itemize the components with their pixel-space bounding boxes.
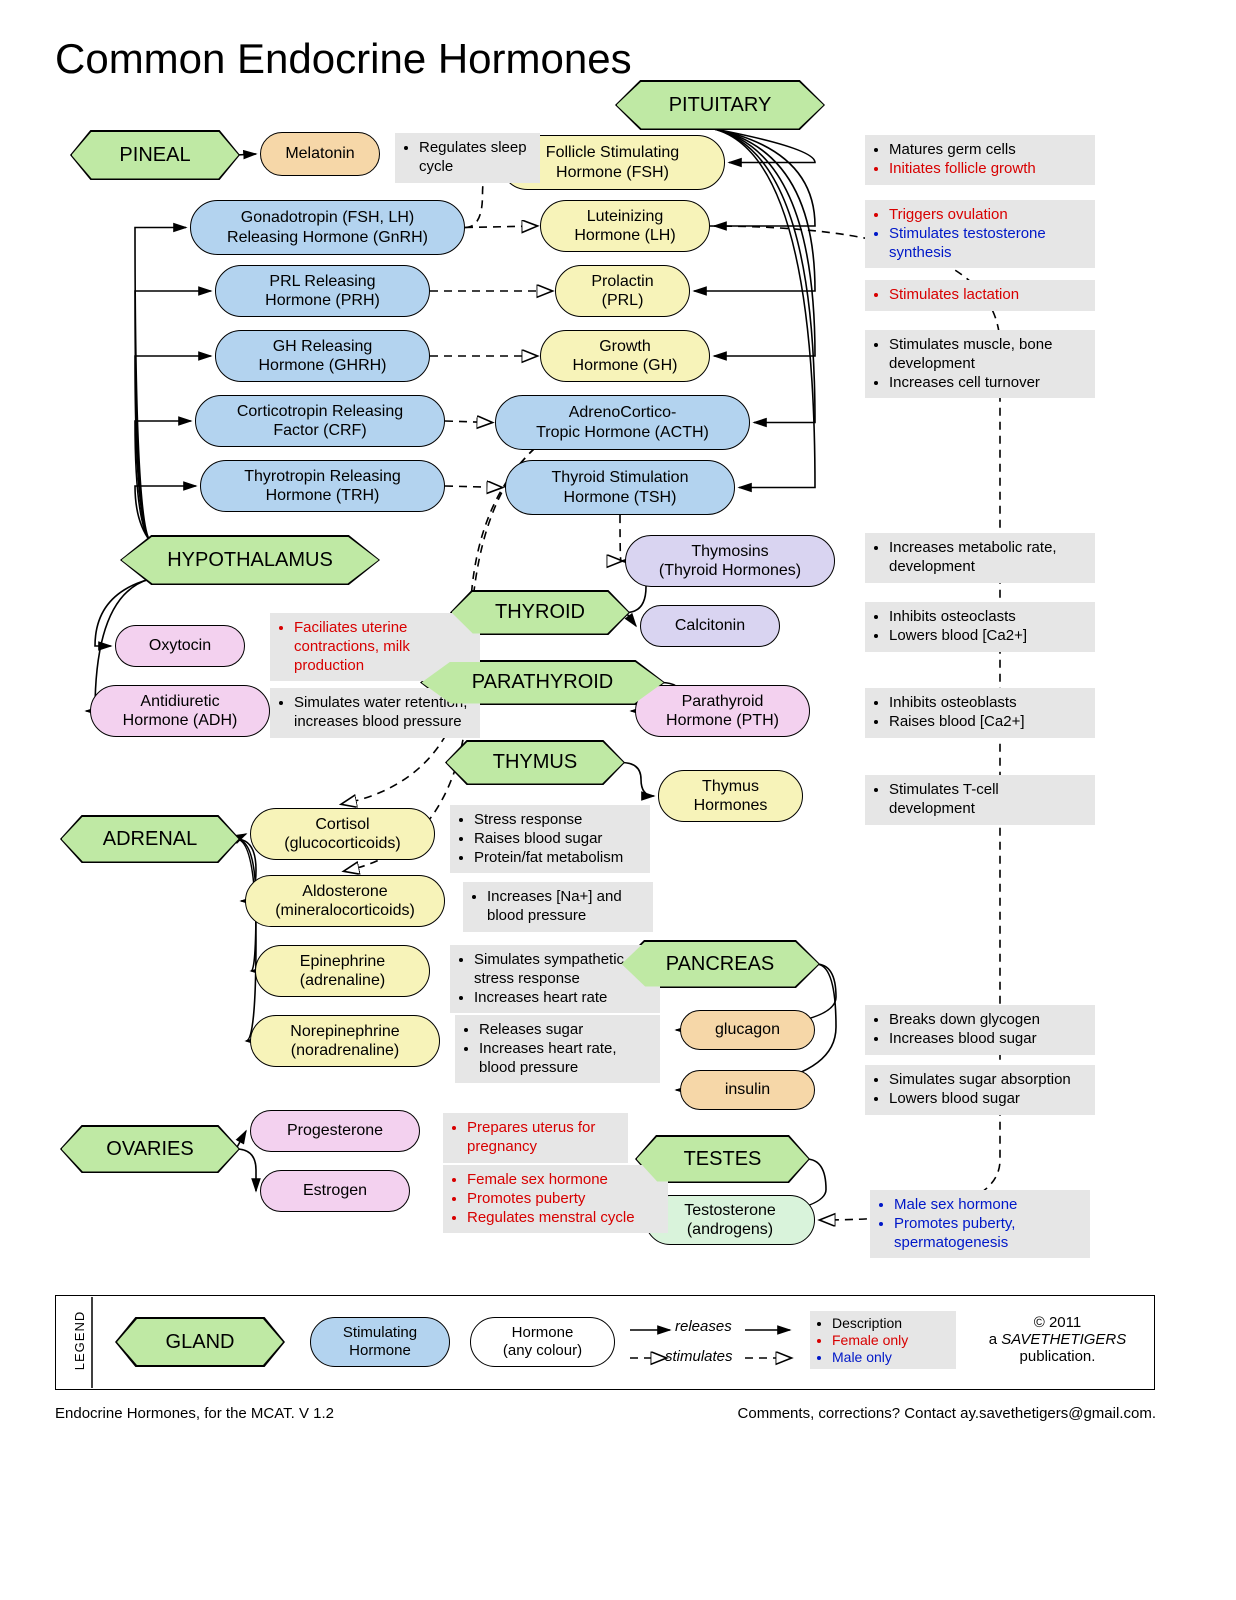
- hormone-thymush: ThymusHormones: [658, 770, 803, 822]
- note-12: Increases [Na+] and blood pressure: [463, 882, 653, 932]
- note-0: Regulates sleep cycle: [395, 133, 540, 183]
- gland-testes: TESTES: [637, 1137, 809, 1182]
- note-16: Simulates sugar absorptionLowers blood s…: [865, 1065, 1095, 1115]
- hormone-trh: Thyrotropin ReleasingHormone (TRH): [200, 460, 445, 512]
- legend-releases-text: releases: [675, 1318, 732, 1335]
- gland-hypothalamus: HYPOTHALAMUS: [122, 537, 379, 584]
- gland-pancreas: PANCREAS: [622, 942, 819, 987]
- footer-left: Endocrine Hormones, for the MCAT. V 1.2: [55, 1405, 334, 1422]
- legend-credit-2: a SAVETHETIGERS: [975, 1331, 1140, 1348]
- hormone-testosterone: Testosterone(androgens): [645, 1195, 815, 1245]
- legend-stim-label: StimulatingHormone: [343, 1324, 417, 1360]
- note-14: Releases sugarIncreases heart rate, bloo…: [455, 1015, 660, 1083]
- note-3: Stimulates lactation: [865, 280, 1095, 311]
- gland-thyroid: THYROID: [452, 592, 629, 634]
- note-19: Male sex hormonePromotes puberty, sperma…: [870, 1190, 1090, 1258]
- gland-adrenal: ADRENAL: [62, 817, 239, 862]
- hormone-ghrh: GH ReleasingHormone (GHRH): [215, 330, 430, 382]
- hormone-pth: ParathyroidHormone (PTH): [635, 685, 810, 737]
- footer-right: Comments, corrections? Contact ay.saveth…: [738, 1405, 1156, 1422]
- hormone-progesterone: Progesterone: [250, 1110, 420, 1152]
- note-2: Triggers ovulationStimulates testosteron…: [865, 200, 1095, 268]
- hormone-thymosins: Thymosins(Thyroid Hormones): [625, 535, 835, 587]
- legend-gland-sample: GLAND: [117, 1319, 283, 1365]
- note-1: Matures germ cellsInitiates follicle gro…: [865, 135, 1095, 185]
- note-7: Inhibits osteoblastsRaises blood [Ca2+]: [865, 688, 1095, 738]
- hormone-epinephrine: Epinephrine(adrenaline): [255, 945, 430, 997]
- note-8: Stimulates T-cell development: [865, 775, 1095, 825]
- hormone-insulin: insulin: [680, 1070, 815, 1110]
- hormone-norepi: Norepinephrine(noradrenaline): [250, 1015, 440, 1067]
- note-17: Prepares uterus for pregnancy: [443, 1113, 628, 1163]
- gland-ovaries: OVARIES: [62, 1127, 239, 1172]
- legend-desc-box: DescriptionFemale onlyMale only: [810, 1311, 956, 1369]
- note-4: Stimulates muscle, bone developmentIncre…: [865, 330, 1095, 398]
- note-18: Female sex hormonePromotes pubertyRegula…: [443, 1165, 668, 1233]
- hormone-calcitonin: Calcitonin: [640, 605, 780, 647]
- note-5: Increases metabolic rate, development: [865, 533, 1095, 583]
- hormone-oxytocin: Oxytocin: [115, 625, 245, 667]
- gland-thymus: THYMUS: [447, 742, 624, 784]
- note-11: Stress responseRaises blood sugarProtein…: [450, 805, 650, 873]
- hormone-gnrh: Gonadotropin (FSH, LH)Releasing Hormone …: [190, 200, 465, 255]
- legend-stim-sample: StimulatingHormone: [310, 1317, 450, 1367]
- gland-parathyroid: PARATHYROID: [422, 662, 664, 704]
- gland-pituitary: PITUITARY: [617, 82, 824, 129]
- hormone-gh: GrowthHormone (GH): [540, 330, 710, 382]
- hormone-tsh: Thyroid StimulationHormone (TSH): [505, 460, 735, 515]
- hormone-prl: Prolactin(PRL): [555, 265, 690, 317]
- legend-label: LEGEND: [72, 1311, 87, 1370]
- legend-hormone-sample: Hormone(any colour): [470, 1317, 615, 1367]
- note-13: Simulates sympathetic stress responseInc…: [450, 945, 660, 1013]
- hormone-crf: Corticotropin ReleasingFactor (CRF): [195, 395, 445, 447]
- hormone-lh: LuteinizingHormone (LH): [540, 200, 710, 252]
- hormone-melatonin: Melatonin: [260, 132, 380, 176]
- hormone-estrogen: Estrogen: [260, 1170, 410, 1212]
- legend-credit: © 2011 a SAVETHETIGERS publication.: [975, 1314, 1140, 1365]
- note-15: Breaks down glycogenIncreases blood suga…: [865, 1005, 1095, 1055]
- legend-hormone-label: Hormone(any colour): [503, 1324, 582, 1360]
- page-title: Common Endocrine Hormones: [55, 35, 632, 83]
- gland-pineal: PINEAL: [72, 132, 239, 179]
- hormone-acth: AdrenoCortico-Tropic Hormone (ACTH): [495, 395, 750, 450]
- legend-credit-3: publication.: [975, 1348, 1140, 1365]
- legend-stimulates-text: stimulates: [665, 1348, 733, 1365]
- hormone-aldosterone: Aldosterone(mineralocorticoids): [245, 875, 445, 927]
- hormone-adh: AntidiureticHormone (ADH): [90, 685, 270, 737]
- note-6: Inhibits osteoclastsLowers blood [Ca2+]: [865, 602, 1095, 652]
- hormone-prh: PRL ReleasingHormone (PRH): [215, 265, 430, 317]
- legend-credit-1: © 2011: [975, 1314, 1140, 1331]
- hormone-cortisol: Cortisol(glucocorticoids): [250, 808, 435, 860]
- hormone-glucagon: glucagon: [680, 1010, 815, 1050]
